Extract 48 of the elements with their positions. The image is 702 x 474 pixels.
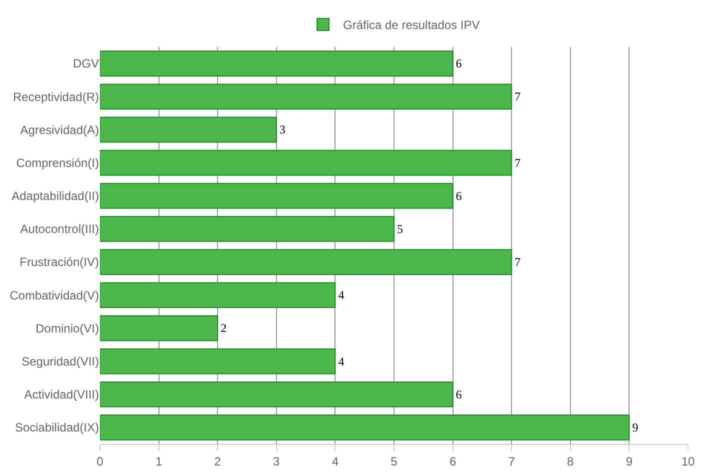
y-tick-label: Combatividad(V) <box>10 288 99 302</box>
y-tick-label: DGV <box>72 56 99 71</box>
data-label: 2 <box>220 321 227 336</box>
x-tick-label: 9 <box>626 454 633 468</box>
y-tick-label: Comprensión(I) <box>16 156 99 170</box>
legend-label: Gráfica de resultados IPV <box>343 18 480 32</box>
bar <box>100 182 454 209</box>
bar <box>100 150 512 176</box>
data-label: 7 <box>514 90 521 104</box>
x-tick-label: 6 <box>449 454 456 468</box>
x-tick-label: 4 <box>332 454 339 468</box>
data-label: 3 <box>279 122 286 137</box>
data-label: 4 <box>338 288 344 302</box>
y-tick-label: Actividad(VIII) <box>24 388 99 402</box>
data-label: 6 <box>456 387 462 402</box>
x-tick-label: 8 <box>567 454 574 468</box>
y-tick-label: Receptividad(R) <box>12 90 99 104</box>
data-label: 7 <box>514 156 521 170</box>
bar <box>100 116 277 143</box>
bar <box>100 50 454 76</box>
bar <box>100 315 218 342</box>
bar <box>100 348 336 374</box>
y-tick-label: Sociabilidad(IX) <box>14 420 99 435</box>
data-label: 9 <box>632 420 638 434</box>
data-label: 4 <box>338 354 344 368</box>
x-tick-label: 0 <box>96 454 104 468</box>
y-tick-label: Seguridad(VII) <box>22 354 99 368</box>
y-tick-label: Agresividad(A) <box>20 122 99 137</box>
data-label: 6 <box>456 56 462 71</box>
y-tick-label: Frustración(IV) <box>20 255 99 270</box>
x-tick-label: 3 <box>273 454 280 468</box>
bar <box>100 381 454 408</box>
bar <box>100 84 512 110</box>
x-tick-label: 7 <box>508 454 516 468</box>
x-tick-label: 5 <box>390 454 398 468</box>
x-tick-label: 2 <box>214 454 222 468</box>
data-label: 5 <box>397 222 403 236</box>
data-label: 7 <box>514 255 521 270</box>
bar <box>100 216 394 242</box>
y-tick-label: Dominio(VI) <box>36 321 99 336</box>
x-tick-label: 10 <box>681 454 695 468</box>
bar <box>100 414 630 440</box>
data-label: 6 <box>456 188 462 203</box>
x-tick-label: 1 <box>155 454 162 468</box>
bar <box>100 249 512 275</box>
y-tick-label: Autocontrol(III) <box>20 222 99 236</box>
y-tick-label: Adaptabilidad(II) <box>12 189 99 204</box>
bar <box>100 282 336 308</box>
